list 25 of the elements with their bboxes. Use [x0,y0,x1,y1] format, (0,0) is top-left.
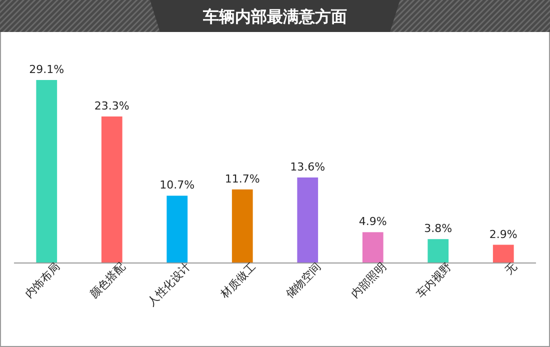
bar [36,80,58,263]
data-label: 23.3% [94,99,130,112]
x-tick-label: 内饰布局 [22,260,63,301]
bar [297,177,318,263]
bar [232,189,253,263]
data-label: 13.6% [290,160,326,174]
chart-title: 车辆内部最满意方面 [202,7,347,26]
x-tick-label: 车内视野 [414,260,454,301]
data-label: 4.9% [358,215,387,228]
data-label: 3.8% [424,222,452,236]
bar [492,244,514,263]
bar [101,116,122,263]
x-tick-label: 内部照明 [348,260,389,301]
data-label: 11.7% [224,172,260,186]
bar [166,196,188,263]
x-tick-label: 材质做工 [217,260,258,302]
x-tick-label: 无 [503,261,520,278]
data-label: 2.9% [489,228,518,241]
bar [428,239,449,263]
x-tick-label: 人性化设计 [144,260,194,308]
x-tick-label: 储物空间 [283,260,324,301]
data-label: 29.1% [29,63,64,76]
data-label: 10.7% [160,178,195,192]
x-tick-label: 颜色搭配 [87,260,128,301]
bar [362,232,384,263]
